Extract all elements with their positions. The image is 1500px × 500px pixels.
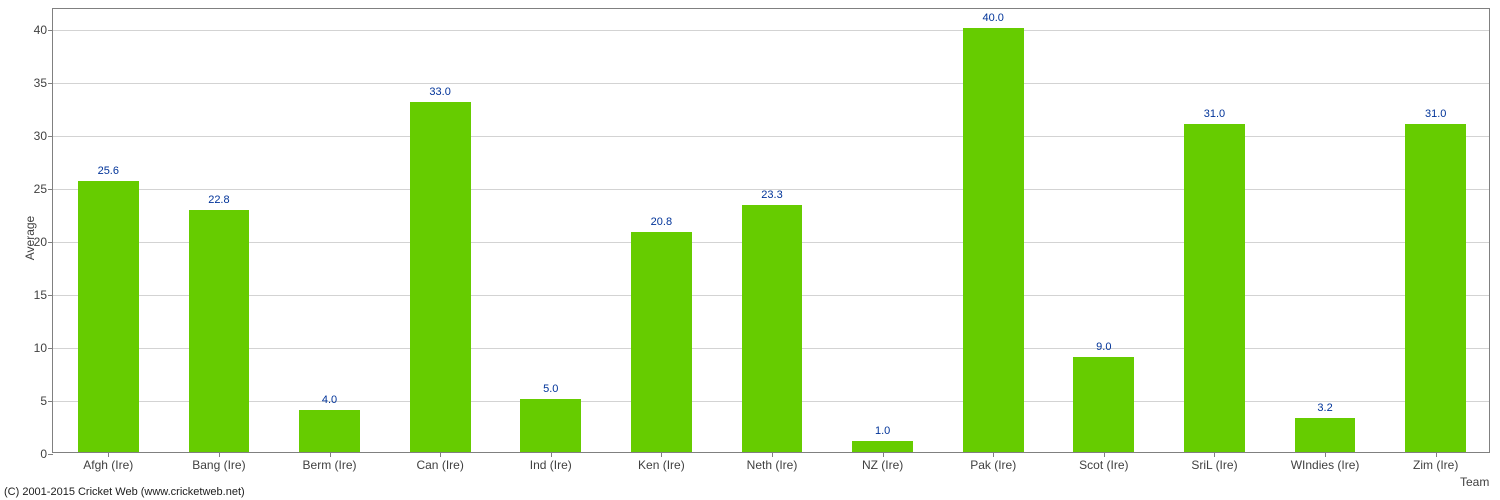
y-tick-label: 15 xyxy=(34,288,53,302)
gridline xyxy=(53,30,1489,31)
y-tick-label: 30 xyxy=(34,129,53,143)
bar: 4.0 xyxy=(299,410,360,452)
x-tick-label: Can (Ire) xyxy=(416,452,463,472)
x-tick-label: Scot (Ire) xyxy=(1079,452,1128,472)
gridline xyxy=(53,136,1489,137)
y-tick-label: 25 xyxy=(34,182,53,196)
bar: 5.0 xyxy=(520,399,581,452)
bar-value-label: 20.8 xyxy=(651,216,672,232)
bar-value-label: 5.0 xyxy=(543,383,558,399)
y-axis-title: Average xyxy=(23,215,37,259)
bar: 1.0 xyxy=(852,441,913,452)
bar-value-label: 31.0 xyxy=(1204,108,1225,124)
bar: 20.8 xyxy=(631,232,692,452)
bar: 9.0 xyxy=(1073,357,1134,452)
x-tick-label: SriL (Ire) xyxy=(1191,452,1237,472)
bar-value-label: 22.8 xyxy=(208,194,229,210)
bar-value-label: 3.2 xyxy=(1317,402,1332,418)
bar: 22.8 xyxy=(189,210,250,452)
bar-value-label: 25.6 xyxy=(98,165,119,181)
x-tick-label: Ind (Ire) xyxy=(530,452,572,472)
x-tick-label: Berm (Ire) xyxy=(303,452,357,472)
x-axis-title: Team xyxy=(1460,475,1489,489)
bar-value-label: 1.0 xyxy=(875,425,890,441)
x-tick-label: Bang (Ire) xyxy=(192,452,245,472)
chart-container: 051015202530354025.6Afgh (Ire)22.8Bang (… xyxy=(0,0,1500,500)
bar: 31.0 xyxy=(1184,124,1245,452)
bar-value-label: 4.0 xyxy=(322,394,337,410)
x-tick-label: NZ (Ire) xyxy=(862,452,903,472)
gridline xyxy=(53,83,1489,84)
x-tick-label: Pak (Ire) xyxy=(970,452,1016,472)
y-tick-label: 0 xyxy=(40,447,53,461)
y-tick-label: 10 xyxy=(34,341,53,355)
bar: 23.3 xyxy=(742,205,803,452)
bar-value-label: 31.0 xyxy=(1425,108,1446,124)
bar: 31.0 xyxy=(1405,124,1466,452)
x-tick-label: WIndies (Ire) xyxy=(1291,452,1360,472)
y-tick-label: 5 xyxy=(40,394,53,408)
bar-value-label: 23.3 xyxy=(761,189,782,205)
bar-value-label: 33.0 xyxy=(429,86,450,102)
bar-value-label: 40.0 xyxy=(982,12,1003,28)
y-tick-label: 35 xyxy=(34,76,53,90)
plot-area: 051015202530354025.6Afgh (Ire)22.8Bang (… xyxy=(52,8,1490,453)
copyright-text: (C) 2001-2015 Cricket Web (www.cricketwe… xyxy=(4,486,245,498)
x-tick-label: Afgh (Ire) xyxy=(83,452,133,472)
bar: 3.2 xyxy=(1295,418,1356,452)
y-tick-label: 40 xyxy=(34,23,53,37)
x-tick-label: Zim (Ire) xyxy=(1413,452,1458,472)
bar: 40.0 xyxy=(963,28,1024,452)
bar: 25.6 xyxy=(78,181,139,452)
bar-value-label: 9.0 xyxy=(1096,341,1111,357)
bar: 33.0 xyxy=(410,102,471,452)
x-tick-label: Neth (Ire) xyxy=(747,452,798,472)
x-tick-label: Ken (Ire) xyxy=(638,452,685,472)
